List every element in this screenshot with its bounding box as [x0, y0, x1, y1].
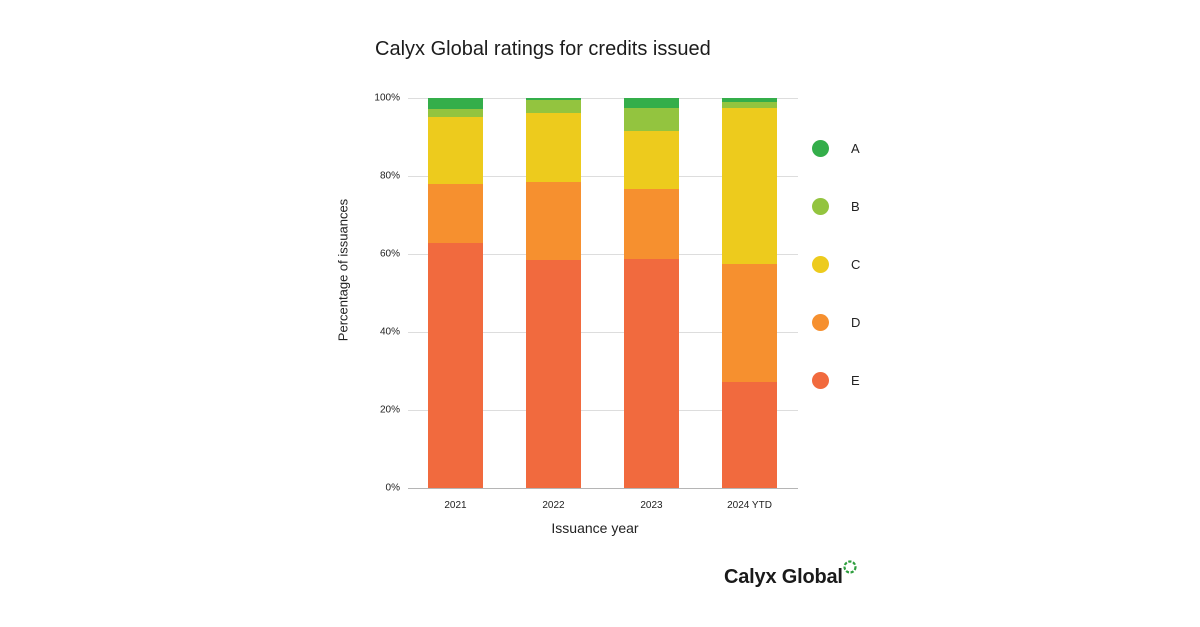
x-tick-label: 2024 YTD — [727, 500, 772, 511]
bar-segment-b[interactable] — [722, 101, 777, 108]
gridline — [408, 410, 798, 411]
bar-2021[interactable] — [428, 98, 483, 488]
legend-swatch-icon — [812, 256, 829, 273]
bar-segment-e[interactable] — [428, 242, 483, 488]
bar-segment-a[interactable] — [722, 98, 777, 102]
y-tick-label: 100% — [374, 92, 400, 104]
legend-label: E — [851, 373, 860, 388]
legend-label: D — [851, 315, 861, 330]
bar-segment-c[interactable] — [624, 131, 679, 190]
brand-logo-text: Calyx Global — [724, 566, 843, 588]
chart-title: Calyx Global ratings for credits issued — [375, 38, 711, 60]
bar-segment-c[interactable] — [722, 107, 777, 265]
legend-swatch-icon — [812, 372, 829, 389]
x-tick-label: 2021 — [444, 500, 467, 511]
bar-segment-b[interactable] — [624, 108, 679, 132]
gridline — [408, 488, 798, 489]
y-axis-label: Percentage of issuances — [335, 198, 351, 342]
bar-segment-e[interactable] — [624, 259, 679, 488]
bar-segment-e[interactable] — [526, 259, 581, 488]
y-tick-label: 40% — [379, 326, 400, 338]
legend-label: C — [851, 257, 861, 272]
legend-label: B — [851, 199, 860, 214]
bar-2023[interactable] — [624, 98, 679, 488]
bar-segment-c[interactable] — [428, 116, 483, 185]
plot-area — [408, 98, 798, 489]
bar-segment-d[interactable] — [624, 189, 679, 260]
x-tick-label: 2023 — [640, 500, 663, 511]
bar-segment-d[interactable] — [428, 184, 483, 243]
bar-segment-b[interactable] — [428, 108, 483, 117]
dashed-ring-icon — [843, 560, 857, 574]
x-tick-label: 2022 — [542, 500, 565, 511]
bar-segment-a[interactable] — [624, 98, 679, 109]
y-tick-label: 20% — [379, 404, 400, 416]
legend-swatch-icon — [812, 140, 829, 157]
bar-segment-e[interactable] — [722, 381, 777, 488]
legend-label: A — [851, 141, 860, 156]
gridline — [408, 254, 798, 255]
bar-2024-ytd[interactable] — [722, 98, 777, 488]
y-tick-label: 0% — [385, 482, 400, 494]
bar-segment-b[interactable] — [526, 99, 581, 114]
gridline — [408, 332, 798, 333]
legend-swatch-icon — [812, 314, 829, 331]
bar-segment-d[interactable] — [722, 264, 777, 382]
bar-2022[interactable] — [526, 98, 581, 488]
y-tick-label: 80% — [379, 170, 400, 182]
bar-segment-a[interactable] — [526, 98, 581, 100]
legend-swatch-icon — [812, 198, 829, 215]
y-tick-label: 60% — [379, 248, 400, 260]
gridline — [408, 98, 798, 99]
x-axis-label: Issuance year — [551, 520, 639, 536]
bar-segment-c[interactable] — [526, 113, 581, 183]
bar-segment-a[interactable] — [428, 98, 483, 109]
gridline — [408, 176, 798, 177]
bar-segment-d[interactable] — [526, 182, 581, 260]
